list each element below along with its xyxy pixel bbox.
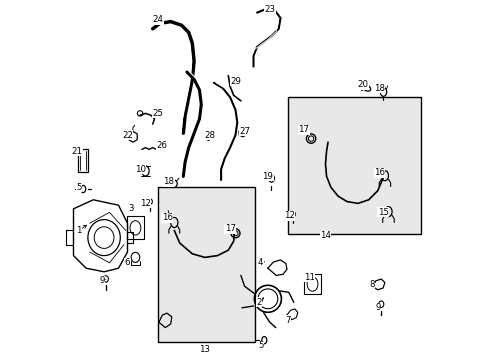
Text: 4: 4	[258, 258, 263, 267]
Text: 22: 22	[122, 130, 133, 139]
Text: 7: 7	[285, 316, 290, 325]
Bar	[287, 97, 420, 234]
Text: 1: 1	[76, 226, 81, 235]
Text: 17: 17	[224, 224, 235, 233]
Text: 29: 29	[229, 77, 241, 85]
Text: 21: 21	[71, 147, 82, 156]
Bar	[127, 216, 143, 239]
Text: 26: 26	[156, 141, 167, 150]
Bar	[158, 187, 255, 342]
Text: 23: 23	[264, 4, 275, 13]
Text: 19: 19	[262, 172, 273, 181]
Text: 11: 11	[303, 273, 314, 282]
Text: 6: 6	[124, 258, 130, 267]
Text: 3: 3	[128, 204, 134, 213]
Text: 18: 18	[373, 84, 384, 93]
Text: 13: 13	[199, 345, 210, 354]
Text: 2: 2	[256, 298, 261, 307]
Text: 12: 12	[140, 199, 151, 208]
Text: 16: 16	[373, 168, 384, 177]
Text: 27: 27	[239, 127, 249, 136]
Text: 5: 5	[258, 341, 263, 350]
Text: 10: 10	[134, 165, 145, 174]
Text: 8: 8	[369, 280, 374, 289]
Text: 28: 28	[204, 130, 215, 139]
Text: 14: 14	[319, 231, 330, 240]
Bar	[78, 149, 88, 172]
Text: 25: 25	[152, 109, 163, 118]
Text: 15: 15	[377, 208, 388, 217]
Text: 20: 20	[357, 80, 368, 89]
Bar	[303, 274, 321, 294]
Text: 5: 5	[76, 183, 81, 192]
Text: 17: 17	[298, 125, 309, 134]
Text: 9: 9	[100, 276, 105, 285]
Text: 12: 12	[284, 211, 294, 220]
Text: 24: 24	[152, 15, 163, 24]
Text: 18: 18	[163, 177, 174, 186]
Text: 16: 16	[161, 213, 172, 222]
Text: 9: 9	[374, 303, 380, 312]
